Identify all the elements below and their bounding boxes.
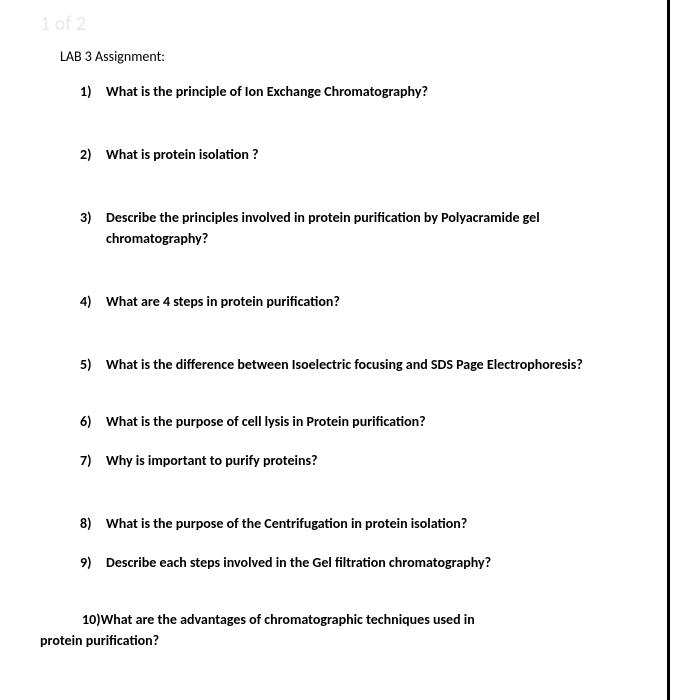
question-number: 10) [82,611,101,628]
question-3: 3) Describe the principles involved in p… [80,207,610,249]
question-number: 2) [80,144,102,165]
assignment-title: LAB 3 Assignment: [60,48,610,65]
question-4: 4) What are 4 steps in protein purificat… [80,291,610,312]
question-number: 4) [80,291,102,312]
question-number: 1) [80,81,102,102]
question-list: 1) What is the principle of Ion Exchange… [60,81,610,573]
question-5: 5) What is the difference between Isoele… [80,354,610,375]
question-6: 6) What is the purpose of cell lysis in … [80,411,610,432]
question-text: What is protein isolation ? [106,144,610,165]
question-7: 7) Why is important to purify proteins? [80,450,610,471]
document-content: LAB 3 Assignment: 1) What is the princip… [0,0,680,681]
question-number: 8) [80,513,102,534]
question-8: 8) What is the purpose of the Centrifuga… [80,513,610,534]
question-text: What is the difference between Isoelectr… [106,354,610,375]
question-2: 2) What is protein isolation ? [80,144,610,165]
question-number: 3) [80,207,102,249]
question-text-continuation: protein purification? [40,632,159,649]
question-number: 7) [80,450,102,471]
question-text: What are the advantages of chromatograph… [101,611,475,628]
question-10: 10)What are the advantages of chromatogr… [40,609,610,651]
question-number: 9) [80,552,102,573]
question-text: Describe each steps involved in the Gel … [106,552,610,573]
question-number: 5) [80,354,102,375]
question-text: What is the purpose of the Centrifugatio… [106,513,610,534]
question-text: What is the purpose of cell lysis in Pro… [106,411,610,432]
question-number: 6) [80,411,102,432]
page-indicator: 1 of 2 [40,12,86,36]
question-text: What is the principle of Ion Exchange Ch… [106,81,610,102]
question-text: Why is important to purify proteins? [106,450,610,471]
question-1: 1) What is the principle of Ion Exchange… [80,81,610,102]
page-right-border [667,0,670,700]
question-text: Describe the principles involved in prot… [106,207,610,249]
question-text: What are 4 steps in protein purification… [106,291,610,312]
question-9: 9) Describe each steps involved in the G… [80,552,610,573]
